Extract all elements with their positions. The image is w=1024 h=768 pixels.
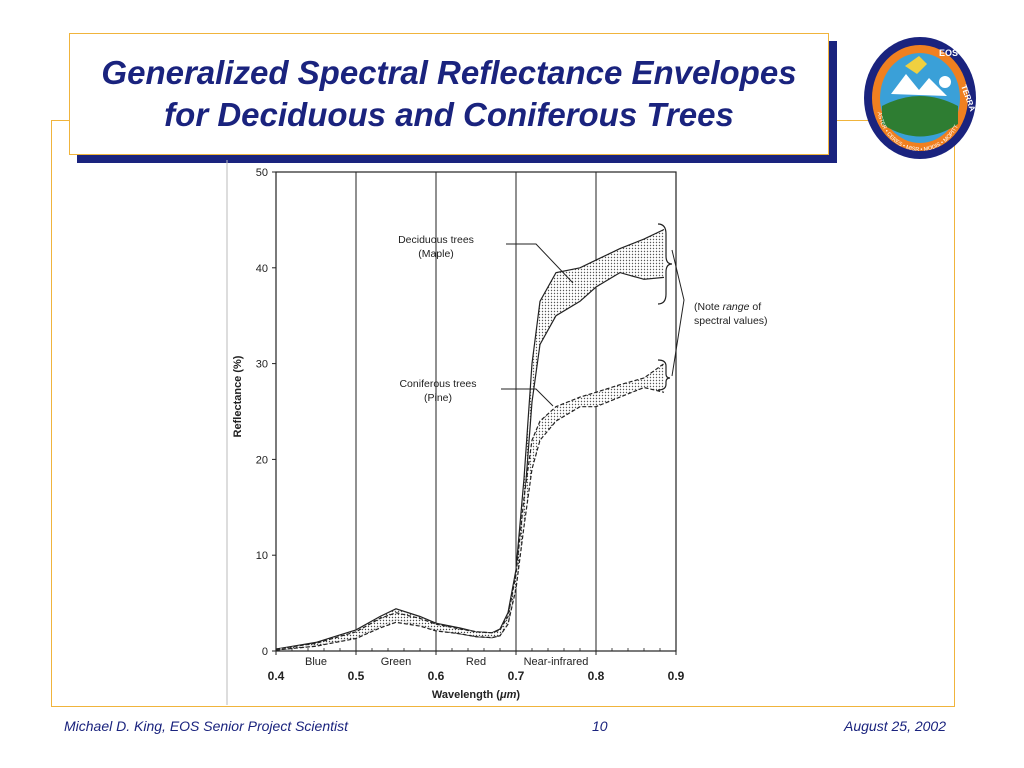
x-axis-label-text: Wavelength ( <box>432 689 500 701</box>
annotation-deciduous-leader <box>506 243 574 284</box>
y-tick-label-1: 10 <box>256 550 268 562</box>
logo-top-text: EOS <box>939 48 958 58</box>
y-tick-label-5: 50 <box>256 167 268 179</box>
logo-satellite <box>905 56 927 74</box>
x-tick-label-4: 0.8 <box>588 669 605 683</box>
range-note-suffix: of <box>749 301 761 313</box>
eos-terra-logo: EOS TERRA ASTER • CERES • MISR • MODIS •… <box>861 34 979 162</box>
envelope-fill-1 <box>276 363 664 650</box>
envelope-upper-0 <box>275 228 665 650</box>
band-label-3: Near-infrared <box>524 656 589 668</box>
x-axis-label: Wavelength (μm) <box>432 689 520 701</box>
eos-terra-logo-icon: EOS TERRA ASTER • CERES • MISR • MODIS •… <box>864 37 977 159</box>
annotation-deciduous-line1: Deciduous trees <box>398 234 474 246</box>
range-note-italic: range <box>723 301 750 313</box>
x-axis-label-close: ) <box>516 689 520 701</box>
logo-star <box>939 76 951 88</box>
chart-series <box>275 228 665 651</box>
footer-author: Michael D. King, EOS Senior Project Scie… <box>64 718 349 734</box>
logo-mountains <box>891 74 947 96</box>
annotation-coniferous-leader <box>501 388 554 407</box>
y-tick-label-0: 0 <box>262 646 268 658</box>
envelope-lower-1 <box>275 386 665 651</box>
x-tick-label-5: 0.9 <box>668 669 685 683</box>
chart-axes: 0.4 0.5 0.6 0.7 0.8 0.9 0 10 20 30 40 50 Wavelength … <box>232 167 685 701</box>
chart-annotations: Deciduous trees (Maple) Coniferous trees (P… <box>398 223 768 407</box>
x-tick-label-2: 0.6 <box>428 669 445 683</box>
range-brace-coniferous <box>657 359 671 391</box>
range-note-line1: (Note range of <box>694 301 761 313</box>
band-label-1: Green <box>381 656 412 668</box>
footer-page-number: 10 <box>592 718 608 734</box>
range-brace-deciduous <box>657 223 673 305</box>
y-tick-label-2: 20 <box>256 454 268 466</box>
envelope-fill-0 <box>276 229 664 650</box>
envelope-lower-0 <box>275 271 665 651</box>
y-tick-label-3: 30 <box>256 359 268 371</box>
range-note-prefix: (Note <box>694 301 723 313</box>
annotation-deciduous-line2: (Maple) <box>418 248 454 260</box>
logo-land <box>882 96 958 137</box>
range-leader <box>671 249 685 377</box>
x-tick-label-3: 0.7 <box>508 669 525 683</box>
chart-container: Blue Green Red Near-infrared 0.4 0.5 0.6 0.7 0.… <box>226 160 786 705</box>
band-label-2: Red <box>466 656 486 668</box>
slide-title: Generalized Spectral Reflectance Envelop… <box>101 54 797 133</box>
chart-bands: Blue Green Red Near-infrared <box>305 656 588 668</box>
y-tick-label-4: 40 <box>256 263 268 275</box>
range-note-line2: spectral values) <box>694 315 768 327</box>
annotation-coniferous-line1: Coniferous trees <box>399 378 476 390</box>
envelope-upper-1 <box>275 363 665 650</box>
plot-frame <box>275 171 677 652</box>
spectral-reflectance-chart: Blue Green Red Near-infrared 0.4 0.5 0.6 0.7 0.… <box>226 160 768 705</box>
band-label-0: Blue <box>305 656 327 668</box>
x-axis-label-unit: μm <box>499 689 517 701</box>
x-tick-label-0: 0.4 <box>268 669 285 683</box>
y-axis-label: Reflectance (%) <box>232 355 244 437</box>
annotation-coniferous-line2: (Pine) <box>424 392 452 404</box>
title-box: Generalized Spectral Reflectance Envelop… <box>69 33 829 155</box>
x-tick-label-1: 0.5 <box>348 669 365 683</box>
footer-date: August 25, 2002 <box>844 718 946 734</box>
